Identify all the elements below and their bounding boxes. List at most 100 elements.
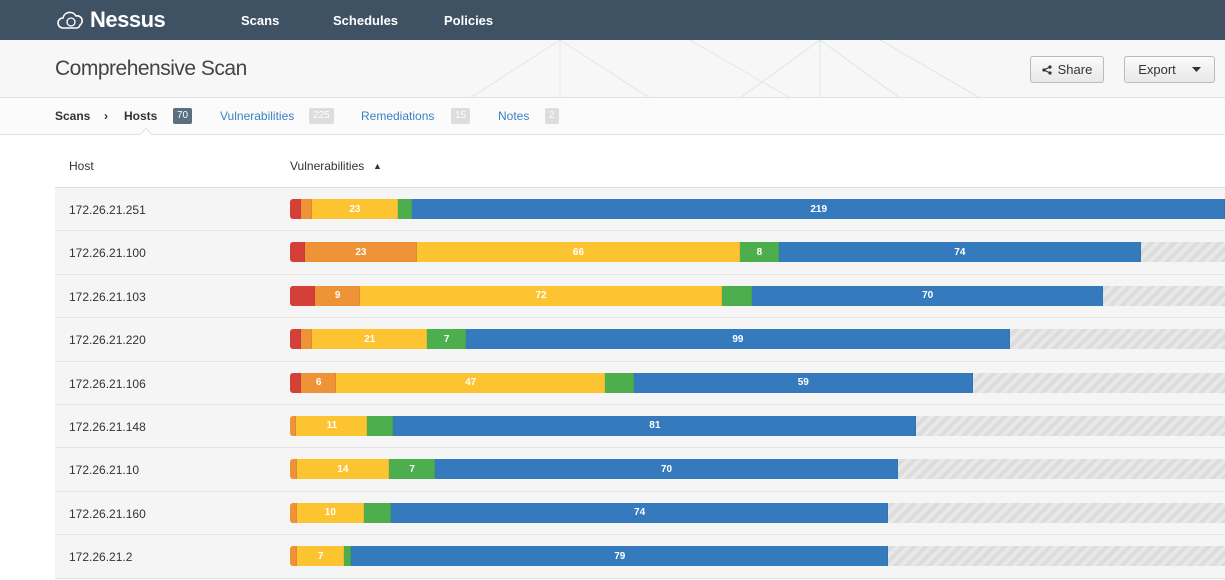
background-pattern (470, 40, 980, 97)
column-host[interactable]: Host (69, 159, 94, 173)
segment-low[interactable] (397, 199, 413, 219)
vulnerability-bar-fill: 10 74 (290, 502, 889, 523)
segment-low[interactable] (367, 415, 394, 436)
segment-critical[interactable] (290, 329, 301, 350)
host-ip[interactable]: 172.26.21.100 (69, 246, 146, 261)
cloud-logo-icon (57, 11, 83, 29)
segment-high[interactable]: 23 (304, 242, 418, 263)
segment-critical[interactable] (290, 242, 305, 263)
nav-policies[interactable]: Policies (444, 13, 494, 28)
segment-critical[interactable] (290, 372, 302, 393)
segment-medium[interactable]: 11 (296, 415, 368, 436)
segment-medium[interactable]: 21 (311, 329, 428, 350)
segment-info[interactable]: 59 (634, 372, 973, 393)
segment-medium[interactable]: 7 (296, 546, 345, 567)
share-icon (1042, 64, 1052, 75)
table-header: Host Vulnerabilities ▲ (55, 135, 1225, 188)
segment-medium[interactable]: 47 (335, 372, 606, 393)
segment-low[interactable] (344, 546, 352, 567)
table-row[interactable]: 172.26.21.2 7 79 (55, 535, 1225, 579)
segment-low[interactable] (605, 372, 635, 393)
host-ip[interactable]: 172.26.21.220 (69, 333, 146, 348)
vulnerability-bar[interactable]: 23 219 (290, 199, 1225, 219)
vulnerability-bar[interactable]: 9 72 70 (290, 285, 1225, 306)
tab-remediations[interactable]: Remediations (361, 109, 435, 123)
table-row[interactable]: 172.26.21.106 6 47 59 (55, 361, 1225, 405)
breadcrumb-separator: › (104, 109, 108, 123)
segment-critical[interactable] (290, 285, 316, 306)
notes-count-badge: 2 (545, 108, 559, 124)
share-button[interactable]: Share (1030, 56, 1104, 83)
segment-info[interactable]: 74 (390, 502, 889, 523)
vulnerability-bar-fill: 14 7 70 (290, 459, 898, 480)
vulnerability-bar[interactable]: 14 7 70 (290, 459, 1225, 480)
segment-high[interactable] (300, 329, 312, 350)
vulnerability-bar[interactable]: 23 66 8 74 (290, 242, 1225, 263)
table-row[interactable]: 172.26.21.148 11 81 (55, 404, 1225, 449)
segment-high[interactable] (301, 199, 313, 219)
tab-vulnerabilities[interactable]: Vulnerabilities (220, 109, 295, 123)
vulnerability-bar[interactable]: 7 79 (290, 546, 1225, 567)
vulnerability-bar-fill: 6 47 59 (290, 372, 973, 393)
segment-info[interactable]: 70 (751, 285, 1104, 306)
share-label: Share (1057, 62, 1093, 77)
nav-schedules[interactable]: Schedules (333, 13, 399, 28)
host-ip[interactable]: 172.26.21.106 (69, 376, 146, 391)
segment-high[interactable] (290, 546, 297, 567)
segment-medium[interactable]: 23 (312, 199, 398, 219)
host-ip[interactable]: 172.26.21.251 (69, 203, 146, 217)
table-row[interactable]: 172.26.21.103 9 72 70 (55, 274, 1225, 319)
vulnerability-bar-fill: 23 66 8 74 (290, 242, 1141, 263)
segment-high[interactable] (290, 459, 297, 480)
segment-high[interactable]: 9 (315, 285, 361, 306)
vulnerability-bar[interactable]: 21 7 99 (290, 329, 1225, 350)
table-row[interactable]: 172.26.21.100 23 66 8 74 (55, 231, 1225, 275)
segment-info[interactable]: 79 (351, 546, 889, 567)
segment-info[interactable]: 74 (778, 242, 1141, 263)
export-dropdown[interactable]: Export (1124, 56, 1215, 83)
segment-high[interactable]: 6 (301, 372, 336, 393)
segment-medium[interactable]: 72 (360, 285, 722, 306)
sort-ascending-icon[interactable]: ▲ (373, 161, 382, 171)
host-ip[interactable]: 172.26.21.160 (69, 506, 146, 521)
segment-low[interactable]: 7 (427, 329, 466, 350)
host-ip[interactable]: 172.26.21.2 (69, 550, 133, 565)
segment-info[interactable]: 70 (435, 459, 898, 480)
hosts-table-body: 172.26.21.251 23 219 172.26.21.100 23 66 8 74 17… (55, 188, 1225, 579)
page-title: Comprehensive Scan (55, 57, 247, 80)
table-row[interactable]: 172.26.21.251 23 219 (55, 188, 1225, 232)
breadcrumb-scans[interactable]: Scans (55, 109, 91, 123)
segment-medium[interactable]: 14 (296, 459, 390, 480)
host-ip[interactable]: 172.26.21.148 (69, 419, 146, 434)
vulnerability-bar-fill: 9 72 70 (290, 285, 1104, 306)
vulnerability-bar-fill: 21 7 99 (290, 329, 1010, 350)
nav-scans[interactable]: Scans (241, 13, 280, 28)
segment-medium[interactable]: 10 (296, 502, 364, 523)
segment-info[interactable]: 219 (412, 199, 1225, 219)
table-row[interactable]: 172.26.21.10 14 7 70 (55, 448, 1225, 492)
vulnerability-bar[interactable]: 6 47 59 (290, 372, 1225, 393)
segment-info[interactable]: 81 (393, 415, 917, 436)
tab-notes[interactable]: Notes (498, 109, 530, 123)
table-row[interactable]: 172.26.21.160 10 74 (55, 491, 1225, 536)
segment-low[interactable]: 8 (739, 242, 779, 263)
host-ip[interactable]: 172.26.21.103 (69, 289, 146, 304)
segment-medium[interactable]: 66 (417, 242, 740, 263)
table-row[interactable]: 172.26.21.220 21 7 99 (55, 318, 1225, 362)
top-nav-bar: Nessus Scans Schedules Policies (0, 0, 1225, 40)
segment-high[interactable] (290, 415, 297, 436)
vulnerability-bar[interactable]: 11 81 (290, 415, 1225, 436)
segment-high[interactable] (290, 502, 297, 523)
vulnerability-bar[interactable]: 10 74 (290, 502, 1225, 523)
segment-info[interactable]: 99 (465, 329, 1010, 350)
host-ip[interactable]: 172.26.21.10 (69, 463, 140, 478)
vulnerability-bar-fill: 23 219 (290, 199, 1225, 219)
nessus-logo[interactable]: Nessus (56, 7, 166, 33)
segment-critical[interactable] (290, 199, 302, 219)
column-vulnerabilities[interactable]: Vulnerabilities (290, 159, 365, 173)
segment-low[interactable]: 7 (389, 459, 436, 480)
active-tab-indicator (140, 127, 152, 135)
tab-hosts[interactable]: Hosts (124, 109, 158, 123)
segment-low[interactable] (363, 502, 391, 523)
segment-low[interactable] (721, 285, 752, 306)
